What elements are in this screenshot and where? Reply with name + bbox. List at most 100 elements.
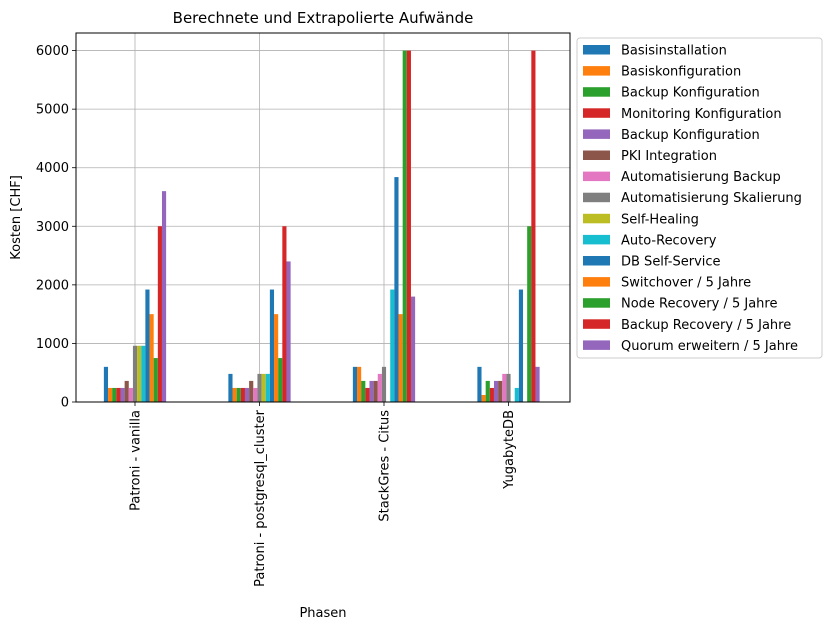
legend-label: Basisinstallation — [621, 44, 727, 59]
y-tick-label: 2000 — [36, 278, 69, 293]
bar — [236, 387, 241, 402]
bar — [232, 387, 237, 402]
legend-label: Backup Recovery / 5 Jahre — [621, 318, 791, 333]
legend-label: PKI Integration — [621, 149, 717, 164]
legend-swatch — [583, 150, 610, 160]
axis-layer: 0 1000 2000 3000 4000 5000 6000 Patroni - vanil… — [36, 44, 517, 587]
bar — [502, 373, 507, 402]
bar — [265, 373, 270, 402]
bar — [278, 358, 283, 402]
legend-label: Self-Healing — [621, 212, 699, 227]
bar — [481, 394, 486, 402]
y-axis-label: Kosten [CHF] — [9, 175, 24, 260]
x-tick-label: Patroni - postgresql_cluster — [253, 409, 268, 587]
bar — [377, 373, 382, 402]
legend-label: Backup Konfiguration — [621, 128, 760, 143]
legend-label: Monitoring Konfiguration — [621, 107, 782, 122]
legend-swatch — [583, 66, 610, 76]
bar — [228, 373, 233, 402]
bar — [361, 380, 366, 402]
y-tick-label: 3000 — [36, 220, 69, 235]
bar — [269, 289, 275, 402]
bar — [282, 226, 287, 402]
bar — [527, 226, 532, 402]
bar — [531, 50, 536, 402]
legend-label: Switchover / 5 Jahre — [621, 276, 751, 291]
legend-swatch — [583, 319, 610, 329]
legend: Basisinstallation Basiskonfiguration Backu… — [576, 37, 823, 359]
x-tick-label: StackGres - Citus — [378, 410, 393, 522]
legend-swatch — [583, 171, 610, 182]
x-tick-label: YugabyteDB — [502, 410, 517, 490]
y-tick-label: 4000 — [36, 161, 69, 176]
legend-label: Automatisierung Backup — [621, 170, 781, 185]
bars-layer — [103, 50, 540, 402]
legend-label: Basiskonfiguration — [621, 65, 741, 80]
bar — [240, 387, 245, 402]
bar — [145, 289, 150, 402]
legend-frame — [576, 37, 823, 359]
legend-label: Automatisierung Skalierung — [621, 191, 802, 206]
bar — [489, 387, 494, 402]
y-tick-label: 6000 — [36, 44, 69, 59]
bar — [352, 366, 358, 402]
y-tick-label: 1000 — [36, 337, 69, 352]
legend-swatch — [583, 192, 610, 203]
bar — [141, 345, 146, 402]
bar — [274, 314, 279, 402]
bar — [398, 314, 403, 402]
bar — [498, 380, 503, 402]
bar — [112, 387, 117, 402]
legend-swatch — [583, 108, 610, 118]
legend-label: DB Self-Service — [621, 255, 721, 270]
bar — [249, 380, 254, 402]
legend-swatch — [583, 45, 610, 55]
bar — [406, 50, 411, 402]
bar — [518, 289, 524, 402]
plot-frame — [75, 32, 571, 403]
legend-swatch — [583, 256, 610, 266]
bar — [120, 387, 125, 402]
bar — [514, 387, 519, 402]
bar — [244, 387, 250, 402]
legend-swatch — [583, 129, 610, 139]
legend-swatch — [583, 213, 610, 224]
legend-swatch — [583, 234, 610, 245]
bar — [535, 366, 540, 402]
bar — [286, 261, 291, 402]
bar — [108, 387, 113, 402]
y-tick-label: 0 — [61, 396, 69, 411]
legend-label: Backup Konfiguration — [621, 86, 760, 101]
legend-swatch — [583, 298, 610, 308]
bar — [390, 289, 395, 402]
bar — [253, 387, 258, 402]
bar — [394, 177, 399, 402]
legend-swatch — [583, 340, 610, 350]
bar — [402, 50, 407, 402]
bar — [493, 380, 499, 402]
legend-label: Node Recovery / 5 Jahre — [621, 297, 777, 312]
bar — [381, 366, 387, 402]
legend-swatch — [583, 277, 610, 287]
legend-swatch — [583, 87, 610, 97]
bar — [137, 345, 142, 402]
bar — [128, 387, 133, 402]
bar — [485, 380, 490, 402]
bar — [257, 373, 262, 402]
bar — [124, 380, 129, 402]
bar — [103, 366, 109, 402]
bar — [153, 358, 158, 402]
bar — [410, 296, 416, 402]
bar — [477, 366, 482, 402]
bar — [149, 314, 154, 402]
legend-label: Auto-Recovery — [621, 233, 717, 248]
chart-title: Berechnete und Extrapolierte Aufwände — [173, 9, 474, 27]
bar — [506, 373, 511, 402]
bar — [373, 380, 378, 402]
bar — [116, 387, 121, 402]
bar — [132, 345, 138, 402]
bar — [261, 373, 266, 402]
bar — [369, 380, 374, 402]
